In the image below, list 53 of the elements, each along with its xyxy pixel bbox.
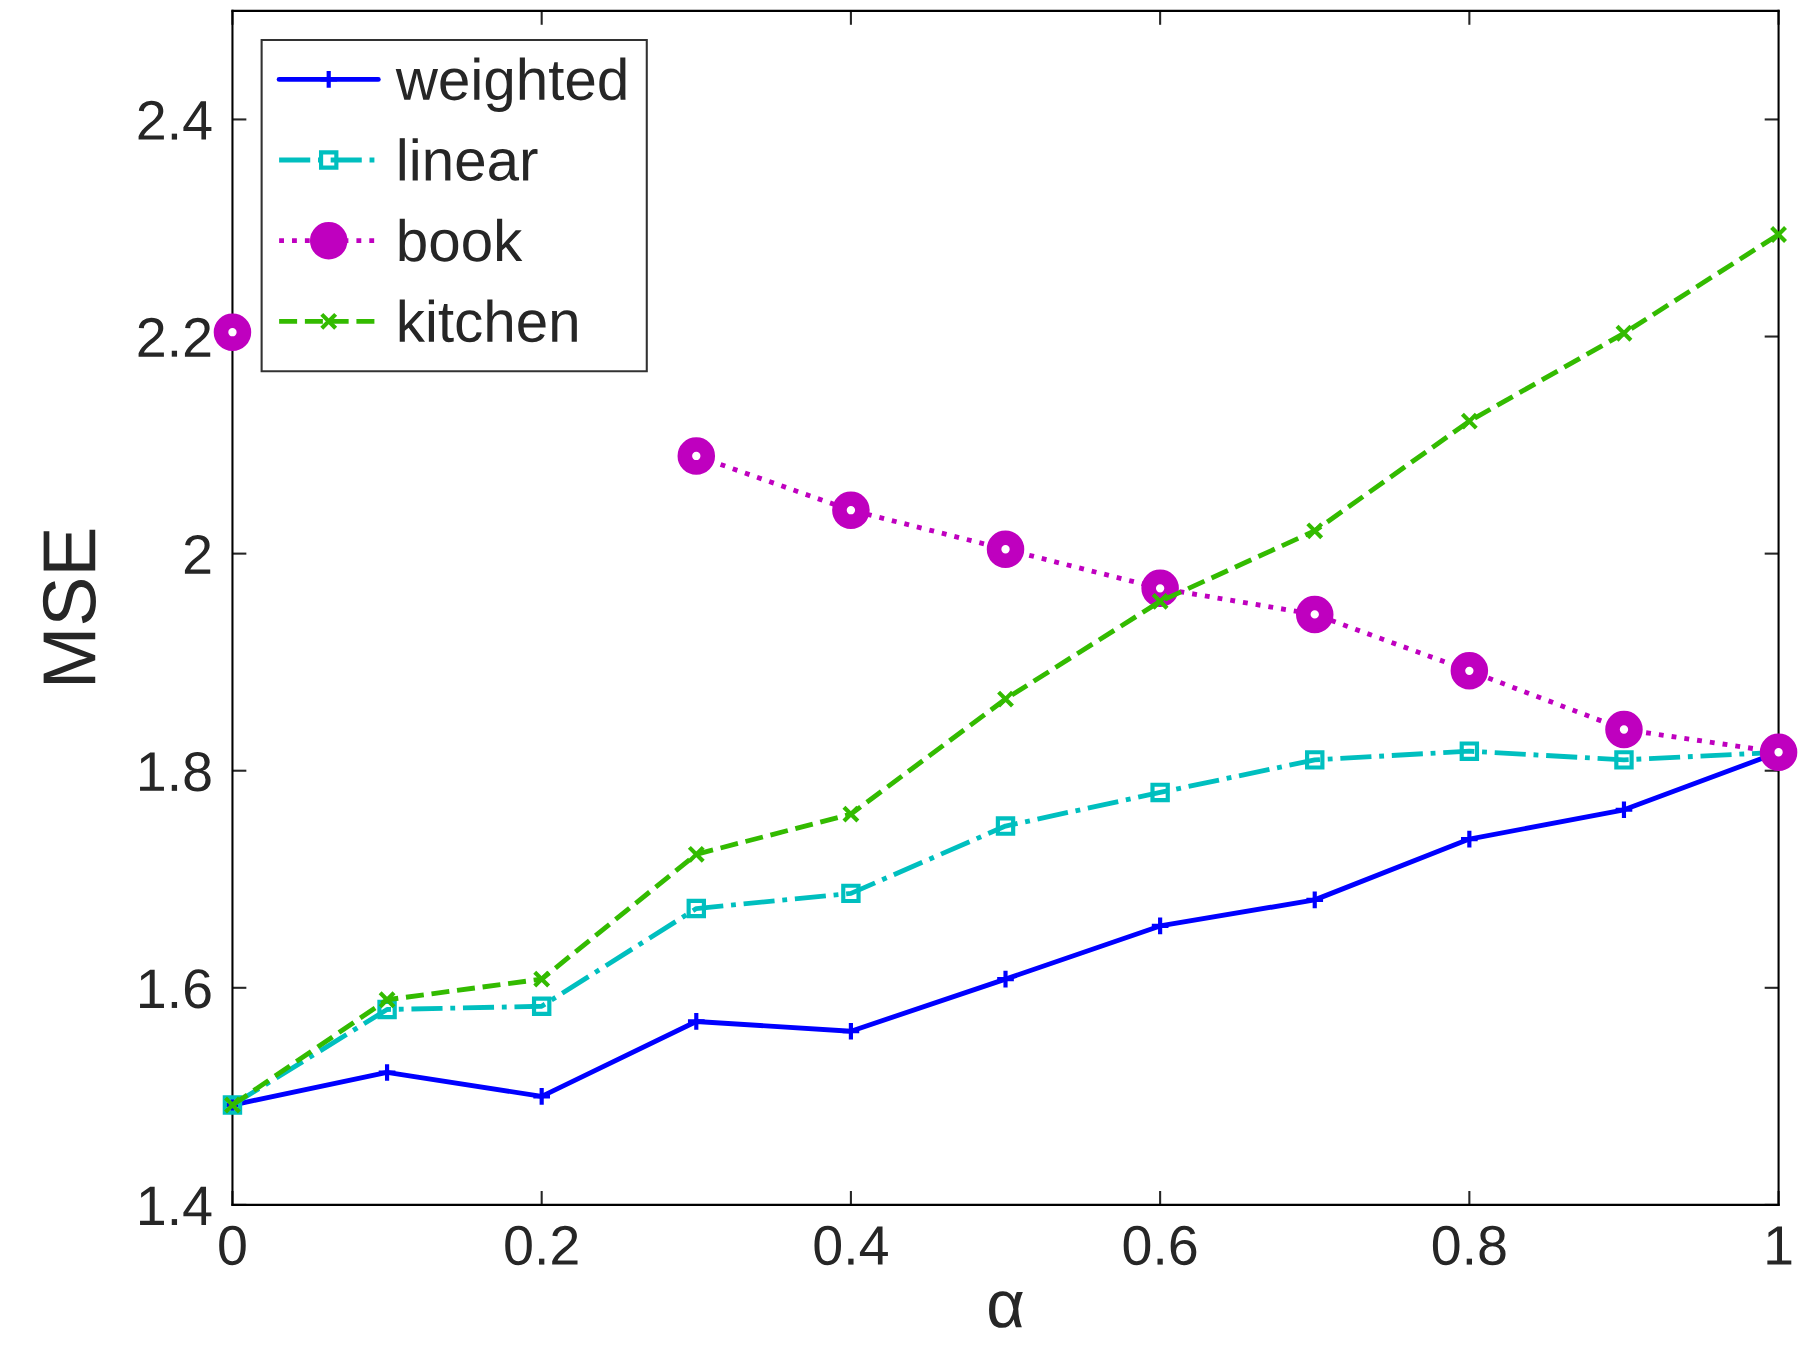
point bbox=[841, 883, 861, 904]
point bbox=[531, 1085, 553, 1107]
point bbox=[686, 898, 707, 919]
point bbox=[986, 530, 1025, 569]
y-tick-label: 1.8 bbox=[140, 752, 211, 792]
point bbox=[995, 816, 1016, 836]
legend-label: linear bbox=[399, 138, 538, 182]
point bbox=[1458, 828, 1480, 850]
y-tick-label: 2 bbox=[184, 534, 211, 574]
point bbox=[677, 437, 716, 475]
legend-label: kitchen bbox=[399, 299, 577, 343]
point bbox=[378, 990, 397, 1009]
point bbox=[832, 491, 870, 529]
x-tick-label: 0 bbox=[219, 1225, 246, 1266]
point bbox=[376, 1062, 398, 1083]
point bbox=[532, 970, 551, 989]
point bbox=[1150, 782, 1170, 803]
y-tick-label: 2.2 bbox=[138, 317, 211, 357]
x-axis-title: α bbox=[989, 1291, 1023, 1328]
point bbox=[685, 1011, 707, 1032]
point bbox=[1149, 915, 1171, 937]
x-tick-label: 0.2 bbox=[505, 1225, 578, 1266]
point bbox=[1459, 741, 1480, 761]
y-tick-label: 1.4 bbox=[140, 1186, 212, 1226]
point bbox=[1305, 521, 1324, 540]
point bbox=[996, 690, 1015, 709]
point bbox=[1460, 412, 1479, 431]
x-tick-label: 1 bbox=[1767, 1226, 1792, 1265]
legend-label: book bbox=[399, 218, 523, 262]
point bbox=[1151, 592, 1170, 611]
point bbox=[1295, 595, 1334, 634]
point bbox=[213, 313, 252, 351]
point bbox=[531, 996, 552, 1016]
x-tick-label: 0.8 bbox=[1432, 1225, 1506, 1266]
y-tick-label: 2.4 bbox=[138, 100, 212, 140]
point bbox=[1614, 750, 1634, 770]
point bbox=[1613, 799, 1635, 821]
x-tick-label: 0.4 bbox=[814, 1225, 888, 1266]
point bbox=[1769, 225, 1788, 244]
legend-label: weighted bbox=[395, 57, 626, 112]
point bbox=[1305, 750, 1325, 770]
point bbox=[687, 845, 706, 864]
point bbox=[1605, 710, 1643, 749]
point bbox=[995, 968, 1016, 990]
x-tick-label: 0.6 bbox=[1123, 1225, 1197, 1266]
point bbox=[1614, 324, 1633, 343]
point bbox=[840, 1020, 862, 1042]
y-tick-label: 1.6 bbox=[140, 969, 211, 1009]
point bbox=[1304, 889, 1326, 911]
point bbox=[841, 805, 860, 824]
y-axis-title: MSE bbox=[42, 529, 96, 684]
point bbox=[1450, 652, 1489, 690]
point bbox=[1759, 733, 1798, 772]
